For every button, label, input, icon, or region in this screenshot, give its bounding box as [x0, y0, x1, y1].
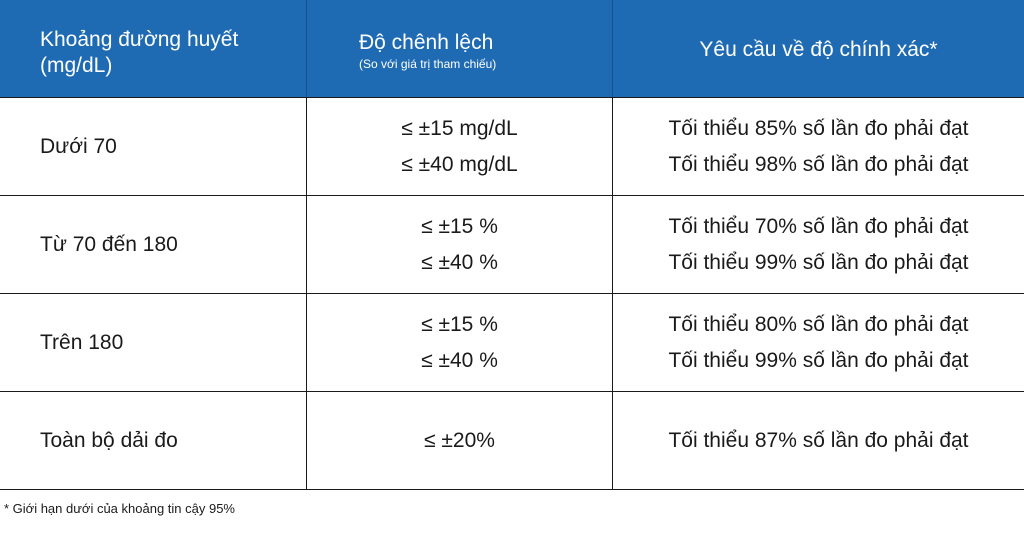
table-row: Từ 70 đến 180 ≤ ±15 % ≤ ±40 % Tối thiểu … — [0, 196, 1024, 294]
header-deviation-label: Độ chênh lệch — [359, 31, 494, 54]
requirement-value: Tối thiểu 70% số lần đo phải đạt — [668, 214, 969, 238]
range-label: Trên 180 — [40, 330, 124, 354]
deviation-value: ≤ ±40 mg/dL — [401, 152, 518, 176]
requirement-cell: Tối thiểu 70% số lần đo phải đạt Tối thi… — [612, 196, 1024, 293]
table-header: Khoảng đường huyết (mg/dL) Độ chênh lệch… — [0, 0, 1024, 98]
table-row: Trên 180 ≤ ±15 % ≤ ±40 % Tối thiểu 80% s… — [0, 294, 1024, 392]
table-row: Dưới 70 ≤ ±15 mg/dL ≤ ±40 mg/dL Tối thiể… — [0, 98, 1024, 196]
range-label: Toàn bộ dải đo — [40, 428, 178, 452]
header-cell-deviation: Độ chênh lệch (So với giá trị tham chiếu… — [306, 0, 612, 97]
requirement-value: Tối thiểu 87% số lần đo phải đạt — [668, 428, 969, 452]
footnote: * Giới hạn dưới của khoảng tin cậy 95% — [4, 501, 235, 516]
range-label: Từ 70 đến 180 — [40, 232, 178, 256]
header-accuracy-requirement-label: Yêu cầu về độ chính xác* — [699, 37, 938, 61]
deviation-cell: ≤ ±15 mg/dL ≤ ±40 mg/dL — [306, 98, 612, 195]
deviation-value: ≤ ±15 % — [421, 312, 498, 336]
range-cell: Từ 70 đến 180 — [0, 196, 306, 293]
requirement-cell: Tối thiểu 85% số lần đo phải đạt Tối thi… — [612, 98, 1024, 195]
deviation-cell: ≤ ±15 % ≤ ±40 % — [306, 196, 612, 293]
range-cell: Toàn bộ dải đo — [0, 392, 306, 489]
header-glucose-range-label: Khoảng đường huyết — [40, 28, 239, 51]
table-row: Toàn bộ dải đo ≤ ±20% Tối thiểu 87% số l… — [0, 392, 1024, 490]
requirement-value: Tối thiểu 85% số lần đo phải đạt — [668, 116, 969, 140]
header-cell-glucose-range: Khoảng đường huyết (mg/dL) — [0, 0, 306, 97]
requirement-value: Tối thiểu 98% số lần đo phải đạt — [668, 152, 969, 176]
requirement-cell: Tối thiểu 80% số lần đo phải đạt Tối thi… — [612, 294, 1024, 391]
deviation-value: ≤ ±40 % — [421, 250, 498, 274]
range-label: Dưới 70 — [40, 134, 117, 158]
deviation-value: ≤ ±15 % — [421, 214, 498, 238]
requirement-value: Tối thiểu 80% số lần đo phải đạt — [668, 312, 969, 336]
range-cell: Trên 180 — [0, 294, 306, 391]
header-glucose-range-unit: (mg/dL) — [40, 54, 113, 77]
deviation-cell: ≤ ±15 % ≤ ±40 % — [306, 294, 612, 391]
deviation-value: ≤ ±40 % — [421, 348, 498, 372]
requirement-cell: Tối thiểu 87% số lần đo phải đạt — [612, 392, 1024, 489]
accuracy-table: Khoảng đường huyết (mg/dL) Độ chênh lệch… — [0, 0, 1024, 490]
requirement-value: Tối thiểu 99% số lần đo phải đạt — [668, 250, 969, 274]
deviation-value: ≤ ±20% — [424, 428, 495, 452]
requirement-value: Tối thiểu 99% số lần đo phải đạt — [668, 348, 969, 372]
header-cell-accuracy-requirement: Yêu cầu về độ chính xác* — [612, 0, 1024, 97]
deviation-cell: ≤ ±20% — [306, 392, 612, 489]
header-deviation-sublabel: (So với giá trị tham chiếu) — [359, 57, 497, 71]
deviation-value: ≤ ±15 mg/dL — [401, 116, 518, 140]
range-cell: Dưới 70 — [0, 98, 306, 195]
